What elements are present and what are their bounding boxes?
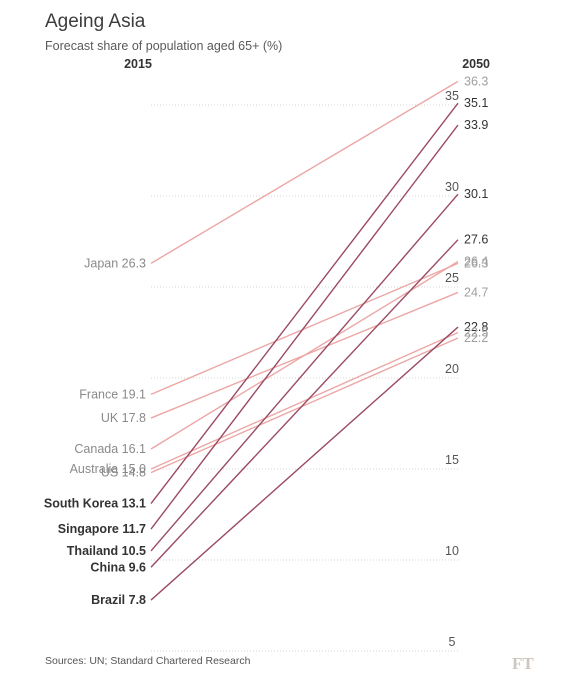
series-line-france bbox=[150, 262, 459, 396]
left-label-singapore: Singapore 11.7 bbox=[58, 522, 146, 536]
year-label-right: 2050 bbox=[462, 57, 490, 71]
y-tick-label: 30 bbox=[445, 180, 459, 194]
gridlines bbox=[151, 104, 460, 652]
series-line-uk bbox=[150, 291, 459, 419]
series-line-south-korea bbox=[150, 102, 459, 505]
series-line-us bbox=[150, 337, 459, 474]
y-tick-label: 25 bbox=[445, 271, 459, 285]
left-label-japan: Japan 26.3 bbox=[84, 256, 146, 270]
right-label-uk: 24.7 bbox=[464, 285, 488, 299]
y-tick-label: 5 bbox=[449, 635, 456, 649]
left-label-us: US 14.8 bbox=[101, 466, 146, 480]
y-tick-label: 15 bbox=[445, 453, 459, 467]
y-axis-ticks: 5 10 15 20 25 30 35 bbox=[445, 89, 459, 649]
right-label-us: 22.2 bbox=[464, 331, 488, 345]
chart-title: Ageing Asia bbox=[45, 11, 146, 32]
year-label-left: 2015 bbox=[124, 57, 152, 71]
series-line-brazil bbox=[150, 326, 459, 601]
y-tick-label: 35 bbox=[445, 89, 459, 103]
series-line-singapore bbox=[150, 124, 459, 530]
left-label-south-korea: South Korea 13.1 bbox=[44, 497, 146, 511]
right-labels: 36.3 35.1 33.9 30.1 27.6 26.426.3 24.7 22.822.5… bbox=[464, 74, 488, 345]
y-tick-label: 10 bbox=[445, 544, 459, 558]
ft-logo: FT bbox=[512, 654, 534, 673]
left-label-thailand: Thailand 10.5 bbox=[67, 544, 146, 558]
y-tick-label: 20 bbox=[445, 362, 459, 376]
right-label-canada: 26.4 bbox=[464, 255, 488, 269]
left-label-australia: Australia 15.0 bbox=[70, 462, 146, 476]
left-label-canada: Canada 16.1 bbox=[74, 442, 146, 456]
left-label-france: France 19.1 bbox=[79, 387, 146, 401]
right-label-brazil: 22.8 bbox=[464, 320, 488, 334]
right-label-china: 27.6 bbox=[464, 233, 488, 247]
right-label-france: 26.3 bbox=[464, 256, 488, 270]
right-label-japan: 36.3 bbox=[464, 74, 488, 88]
left-label-brazil: Brazil 7.8 bbox=[91, 593, 146, 607]
series-line-australia bbox=[150, 331, 459, 470]
left-labels: Japan 26.3 South Korea 13.1 Singapore 11.7… bbox=[44, 256, 146, 607]
series-line-thailand bbox=[150, 193, 459, 552]
series-line-japan bbox=[150, 80, 459, 264]
right-label-singapore: 33.9 bbox=[464, 118, 488, 132]
source-note: Sources: UN; Standard Chartered Research bbox=[45, 655, 251, 667]
left-label-uk: UK 17.8 bbox=[101, 411, 146, 425]
series-line-china bbox=[150, 239, 459, 568]
right-label-south-korea: 35.1 bbox=[464, 96, 488, 110]
series-lines bbox=[150, 80, 459, 601]
chart-subtitle: Forecast share of population aged 65+ (%… bbox=[45, 39, 282, 53]
right-label-australia: 22.5 bbox=[464, 326, 488, 340]
right-label-thailand: 30.1 bbox=[464, 187, 488, 201]
left-label-china: China 9.6 bbox=[90, 560, 146, 574]
